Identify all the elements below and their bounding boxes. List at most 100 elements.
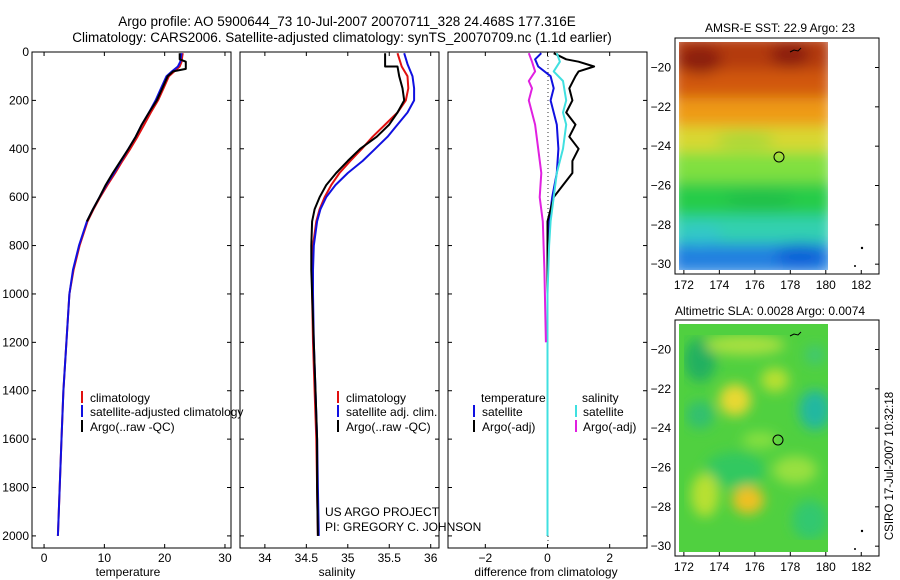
x-tick-label: 36	[424, 551, 438, 565]
series-line-argo-raw-qc-	[310, 53, 406, 536]
series-line-salinity-satellite	[546, 52, 568, 536]
legend-label-temp-satellite: satellite	[482, 405, 523, 419]
legend-label-satellite-adjusted: satellite-adjusted climatology	[90, 405, 243, 419]
map-x-tick-label: 180	[816, 278, 836, 292]
legend-label-argo: Argo(..raw -QC)	[346, 420, 431, 434]
map-y-tick-label: −24	[651, 139, 672, 153]
difference-xlabel: difference from climatology	[474, 565, 617, 579]
x-tick-label: 0	[544, 551, 551, 565]
profile-x-axes: 0 10 20 30 34 34.5 35 35.5 36 −2 0 2	[41, 52, 613, 565]
legend-label-sal-argo: Argo(-adj)	[583, 420, 636, 434]
map-x-tick-label: 178	[780, 278, 800, 292]
pressure-tick-label: 2000	[2, 529, 29, 543]
difference-legend: temperature salinity satellite Argo(-adj…	[473, 391, 636, 434]
pressure-tick-label: 1800	[2, 481, 29, 495]
map-x-tick-label: 176	[745, 560, 765, 574]
series-line-satellite-adj-clim-	[312, 52, 416, 536]
pressure-axis: 0 200 400 600 800 1000 1200 1400 1600 1800 2000	[2, 45, 647, 543]
salinity-xlabel: salinity	[319, 565, 356, 579]
series-line-climatology	[311, 52, 410, 536]
map-x-tick-label: 178	[780, 560, 800, 574]
sst-map-frame	[674, 37, 880, 275]
pressure-tick-label: 1400	[2, 384, 29, 398]
map-y-tick-label: −28	[651, 500, 672, 514]
sst-island	[854, 265, 856, 267]
legend-label-climatology: climatology	[90, 391, 150, 405]
legend-label-satellite-adj: satellite adj. clim.	[346, 405, 437, 419]
map-y-tick-label: −30	[651, 257, 672, 271]
sst-map-title: AMSR-E SST: 22.9 Argo: 23	[705, 21, 855, 35]
pressure-tick-label: 600	[9, 190, 29, 204]
sla-map-frame	[674, 319, 880, 557]
series-line-argo-raw-qc-	[86, 53, 187, 222]
map-x-tick-label: 182	[851, 560, 871, 574]
credit-pi: PI: GREGORY C. JOHNSON	[325, 520, 481, 534]
credit-project: US ARGO PROJECT	[325, 505, 440, 519]
temperature-xlabel: temperature	[96, 565, 161, 579]
legend-label-temp-argo: Argo(-adj)	[482, 420, 535, 434]
sla-argo-location-marker	[772, 434, 784, 446]
series-line-climatology	[56, 53, 184, 536]
sst-map: AMSR-E SST: 22.9 Argo: 23	[674, 21, 880, 275]
x-tick-label: 34.5	[295, 551, 319, 565]
map-x-tick-label: 182	[851, 278, 871, 292]
map-y-tick-label: −22	[651, 382, 672, 396]
map-x-tick-label: 172	[674, 560, 694, 574]
sla-island	[854, 548, 856, 550]
sla-map-title: Altimetric SLA: 0.0028 Argo: 0.0074	[675, 304, 865, 318]
map-y-tick-label: −26	[651, 461, 672, 475]
map-y-tick-label: −28	[651, 218, 672, 232]
map-y-tick-label: −26	[651, 179, 672, 193]
x-tick-label: 10	[98, 551, 112, 565]
legend-header-salinity: salinity	[582, 391, 619, 405]
series-line-satellite-adjusted-climatology	[56, 53, 183, 536]
x-tick-label: 35.5	[378, 551, 402, 565]
map-x-tick-label: 174	[709, 560, 729, 574]
legend-label-sal-satellite: satellite	[583, 405, 624, 419]
temperature-legend: climatology satellite-adjusted climatolo…	[81, 391, 243, 434]
salinity-legend: climatology satellite adj. clim. Argo(..…	[337, 391, 437, 434]
salinity-panel-frame	[239, 51, 440, 549]
sla-map: Altimetric SLA: 0.0028 Argo: 0.0074	[674, 304, 880, 557]
map-x-tick-label: 176	[745, 278, 765, 292]
sla-coastline	[789, 331, 802, 337]
pressure-tick-label: 200	[9, 93, 29, 107]
pressure-tick-label: 400	[9, 142, 29, 156]
pressure-tick-label: 0	[22, 45, 29, 59]
map-y-tick-label: −24	[651, 421, 672, 435]
sla-island	[860, 529, 864, 533]
x-tick-label: 20	[158, 551, 172, 565]
legend-header-temperature: temperature	[481, 391, 546, 405]
legend-label-argo: Argo(..raw -QC)	[90, 420, 175, 434]
map-y-tick-label: −20	[651, 343, 672, 357]
pressure-tick-label: 1200	[2, 335, 29, 349]
profile-series	[56, 52, 596, 536]
temperature-panel-frame	[31, 51, 232, 549]
figure-title-line1: Argo profile: AO 5900644_73 10-Jul-2007 …	[118, 14, 576, 29]
map-y-tick-label: −22	[651, 100, 672, 114]
series-line-temperature-argo-adj-	[546, 52, 596, 536]
pressure-tick-label: 800	[9, 239, 29, 253]
figure-title-line2: Climatology: CARS2006. Satellite-adjuste…	[72, 30, 612, 45]
csiro-timestamp: CSIRO 17-Jul-2007 10:32:18	[884, 392, 896, 540]
pressure-tick-label: 1000	[2, 287, 29, 301]
map-x-tick-label: 172	[674, 278, 694, 292]
x-tick-label: 2	[606, 551, 613, 565]
sst-island	[860, 246, 864, 250]
pressure-tick-label: 1600	[2, 432, 29, 446]
series-line-salinity-argo-adj-	[527, 52, 547, 343]
legend-label-climatology: climatology	[346, 391, 406, 405]
x-tick-label: −2	[478, 551, 492, 565]
x-tick-label: 34	[258, 551, 272, 565]
map-y-tick-label: −30	[651, 539, 672, 553]
map-x-tick-label: 174	[709, 278, 729, 292]
sst-coastline	[789, 47, 802, 53]
x-tick-label: 30	[218, 551, 232, 565]
map-x-tick-label: 180	[816, 560, 836, 574]
map-y-tick-label: −20	[651, 61, 672, 75]
x-tick-label: 35	[341, 551, 355, 565]
x-tick-label: 0	[41, 551, 48, 565]
sst-argo-location-marker	[773, 151, 785, 163]
